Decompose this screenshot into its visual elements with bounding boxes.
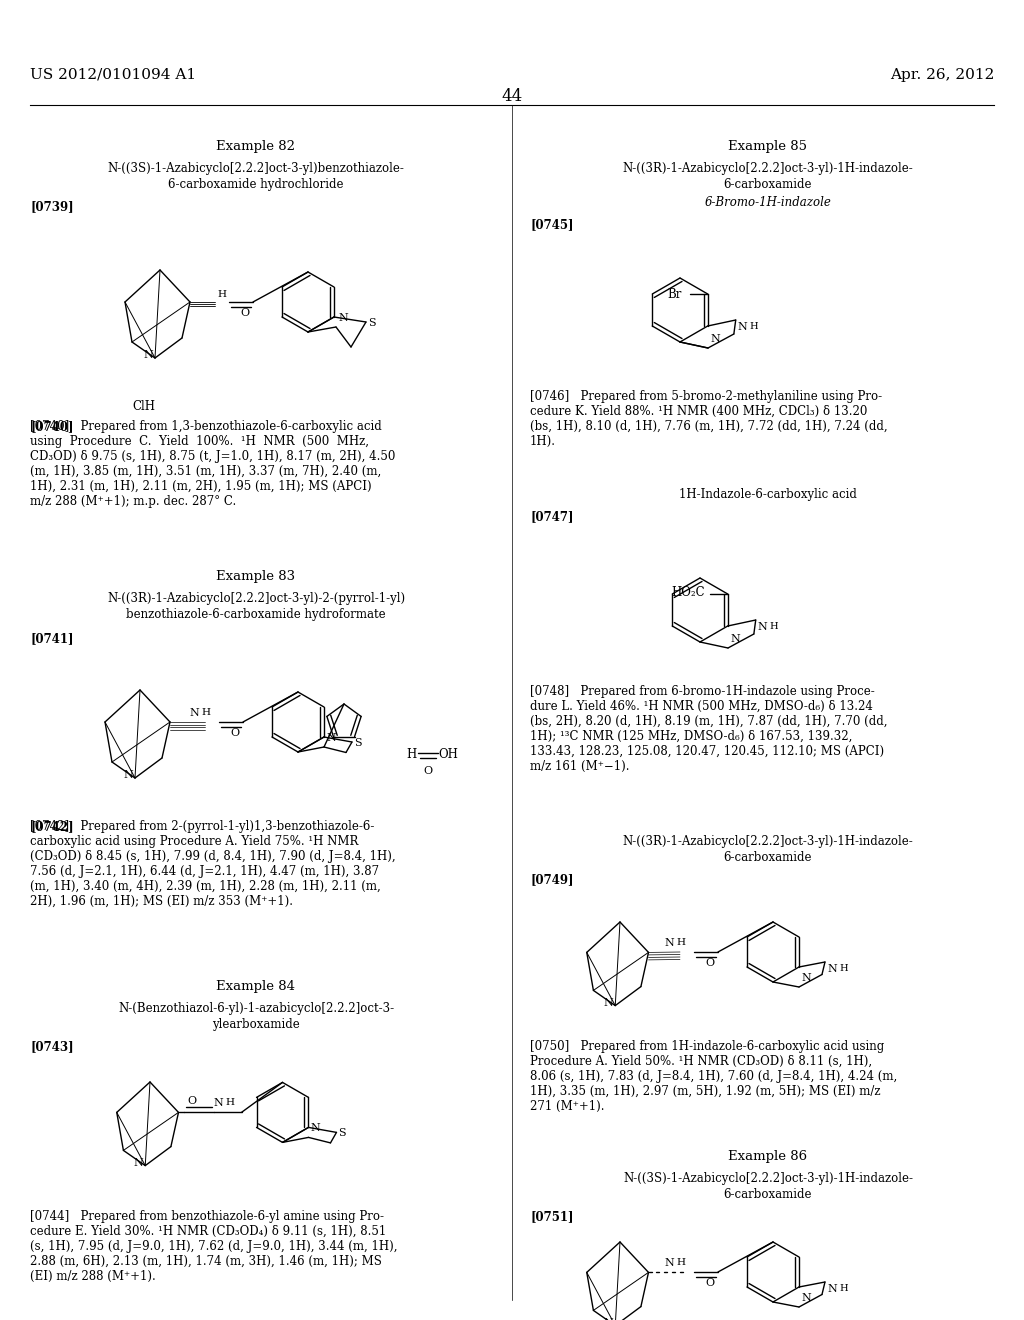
- Text: [0742]   Prepared from 2-(pyrrol-1-yl)1,3-benzothiazole-6-
carboxylic acid using: [0742] Prepared from 2-(pyrrol-1-yl)1,3-…: [30, 820, 395, 908]
- Text: N: N: [664, 1258, 674, 1269]
- Text: N: N: [758, 622, 767, 632]
- Text: H: H: [676, 1258, 685, 1267]
- Text: O: O: [706, 958, 715, 968]
- Text: benzothiazole-6-carboxamide hydroformate: benzothiazole-6-carboxamide hydroformate: [126, 609, 386, 620]
- Text: [0740]   Prepared from 1,3-benzothiazole-6-carboxylic acid
using  Procedure  C. : [0740] Prepared from 1,3-benzothiazole-6…: [30, 420, 395, 508]
- Text: Example 82: Example 82: [216, 140, 296, 153]
- Text: N: N: [603, 998, 613, 1007]
- Text: 44: 44: [502, 88, 522, 106]
- Text: N: N: [213, 1098, 223, 1109]
- Text: [0747]: [0747]: [530, 510, 573, 523]
- Text: O: O: [241, 308, 250, 318]
- Text: ylearboxamide: ylearboxamide: [212, 1018, 300, 1031]
- Text: [0743]: [0743]: [30, 1040, 74, 1053]
- Text: [0750]   Prepared from 1H-indazole-6-carboxylic acid using
Procedure A. Yield 50: [0750] Prepared from 1H-indazole-6-carbo…: [530, 1040, 897, 1113]
- Text: H: H: [406, 747, 416, 760]
- Text: N: N: [801, 1294, 811, 1303]
- Text: S: S: [339, 1129, 346, 1138]
- Text: N: N: [143, 350, 153, 360]
- Text: N: N: [603, 1317, 613, 1320]
- Text: Example 85: Example 85: [728, 140, 808, 153]
- Text: [0742]: [0742]: [30, 820, 74, 833]
- Text: 6-carboxamide: 6-carboxamide: [724, 1188, 812, 1201]
- Text: N: N: [338, 313, 348, 323]
- Text: Example 83: Example 83: [216, 570, 296, 583]
- Text: HO₂C: HO₂C: [672, 586, 706, 599]
- Text: O: O: [423, 767, 432, 776]
- Text: N: N: [827, 964, 837, 974]
- Text: N-((3R)-1-Azabicyclo[2.2.2]oct-3-yl)-2-(pyrrol-1-yl): N-((3R)-1-Azabicyclo[2.2.2]oct-3-yl)-2-(…: [106, 591, 406, 605]
- Text: OH: OH: [438, 747, 458, 760]
- Text: Br: Br: [668, 288, 682, 301]
- Text: H: H: [201, 708, 210, 717]
- Text: N: N: [189, 708, 199, 718]
- Text: N: N: [133, 1158, 143, 1168]
- Text: H: H: [770, 622, 778, 631]
- Text: Example 86: Example 86: [728, 1150, 808, 1163]
- Text: O: O: [230, 729, 240, 738]
- Text: US 2012/0101094 A1: US 2012/0101094 A1: [30, 69, 197, 82]
- Text: N: N: [310, 1123, 321, 1134]
- Text: [0739]: [0739]: [30, 201, 74, 213]
- Text: [0748]   Prepared from 6-bromo-1H-indazole using Proce-
dure L. Yield 46%. ¹H NM: [0748] Prepared from 6-bromo-1H-indazole…: [530, 685, 888, 774]
- Text: S: S: [354, 738, 361, 748]
- Text: 6-carboxamide hydrochloride: 6-carboxamide hydrochloride: [168, 178, 344, 191]
- Text: H: H: [676, 939, 685, 946]
- Text: [0749]: [0749]: [530, 873, 573, 886]
- Text: S: S: [368, 318, 376, 327]
- Text: N: N: [710, 334, 720, 345]
- Text: N-((3S)-1-Azabicyclo[2.2.2]oct-3-yl)-1H-indazole-: N-((3S)-1-Azabicyclo[2.2.2]oct-3-yl)-1H-…: [623, 1172, 913, 1185]
- Text: [0740]: [0740]: [30, 420, 74, 433]
- Text: 1H-Indazole-6-carboxylic acid: 1H-Indazole-6-carboxylic acid: [679, 488, 857, 502]
- Text: Apr. 26, 2012: Apr. 26, 2012: [890, 69, 994, 82]
- Text: N-((3R)-1-Azabicyclo[2.2.2]oct-3-yl)-1H-indazole-: N-((3R)-1-Azabicyclo[2.2.2]oct-3-yl)-1H-…: [623, 836, 913, 847]
- Text: H: H: [225, 1098, 234, 1107]
- Text: [0744]   Prepared from benzothiazole-6-yl amine using Pro-
cedure E. Yield 30%. : [0744] Prepared from benzothiazole-6-yl …: [30, 1210, 397, 1283]
- Text: N: N: [827, 1284, 837, 1294]
- Text: N: N: [730, 634, 739, 644]
- Text: H: H: [839, 1284, 848, 1294]
- Text: N: N: [737, 322, 748, 333]
- Text: N-((3S)-1-Azabicyclo[2.2.2]oct-3-yl)benzothiazole-: N-((3S)-1-Azabicyclo[2.2.2]oct-3-yl)benz…: [108, 162, 404, 176]
- Text: H: H: [750, 322, 759, 331]
- Text: H: H: [217, 290, 226, 300]
- Text: N: N: [123, 770, 133, 780]
- Text: [0741]: [0741]: [30, 632, 74, 645]
- Text: N: N: [664, 939, 674, 948]
- Text: [0746]   Prepared from 5-bromo-2-methylaniline using Pro-
cedure K. Yield 88%. ¹: [0746] Prepared from 5-bromo-2-methylani…: [530, 389, 888, 447]
- Text: O: O: [187, 1097, 196, 1106]
- Text: ClH: ClH: [132, 400, 155, 413]
- Text: [0751]: [0751]: [530, 1210, 573, 1224]
- Text: 6-carboxamide: 6-carboxamide: [724, 178, 812, 191]
- Text: O: O: [706, 1278, 715, 1288]
- Text: N: N: [801, 973, 811, 983]
- Text: H: H: [839, 964, 848, 973]
- Text: 6-carboxamide: 6-carboxamide: [724, 851, 812, 865]
- Text: N-(Benzothiazol-6-yl)-1-azabicyclo[2.2.2]oct-3-: N-(Benzothiazol-6-yl)-1-azabicyclo[2.2.2…: [118, 1002, 394, 1015]
- Text: [0745]: [0745]: [530, 218, 573, 231]
- Text: N-((3R)-1-Azabicyclo[2.2.2]oct-3-yl)-1H-indazole-: N-((3R)-1-Azabicyclo[2.2.2]oct-3-yl)-1H-…: [623, 162, 913, 176]
- Text: 6-Bromo-1H-indazole: 6-Bromo-1H-indazole: [705, 195, 831, 209]
- Text: N: N: [326, 733, 336, 743]
- Text: Example 84: Example 84: [216, 979, 296, 993]
